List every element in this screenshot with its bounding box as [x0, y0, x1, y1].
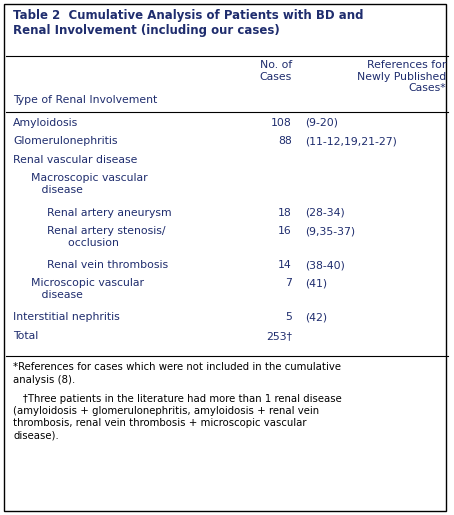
Text: †Three patients in the literature had more than 1 renal disease
(amyloidosis + g: †Three patients in the literature had mo… — [13, 393, 342, 441]
Text: Macroscopic vascular
   disease: Macroscopic vascular disease — [31, 174, 148, 195]
Text: 88: 88 — [278, 136, 292, 146]
Text: Renal artery stenosis/
      occlusion: Renal artery stenosis/ occlusion — [47, 226, 166, 248]
Text: (41): (41) — [305, 279, 327, 288]
Text: *References for cases which were not included in the cumulative
analysis (8).: *References for cases which were not inc… — [13, 363, 341, 385]
Text: Renal vein thrombosis: Renal vein thrombosis — [47, 260, 168, 270]
Text: 14: 14 — [278, 260, 292, 270]
Text: (28-34): (28-34) — [305, 208, 345, 217]
Text: Total: Total — [13, 331, 38, 341]
Text: (9-20): (9-20) — [305, 118, 338, 128]
Text: Interstitial nephritis: Interstitial nephritis — [13, 313, 120, 322]
Text: No. of
Cases: No. of Cases — [260, 60, 292, 81]
Text: 7: 7 — [285, 279, 292, 288]
Text: (9,35-37): (9,35-37) — [305, 226, 355, 236]
Text: (42): (42) — [305, 313, 327, 322]
Text: 18: 18 — [278, 208, 292, 217]
Text: (38-40): (38-40) — [305, 260, 345, 270]
Text: 16: 16 — [278, 226, 292, 236]
Text: 108: 108 — [271, 118, 292, 128]
Text: Type of Renal Involvement: Type of Renal Involvement — [13, 95, 157, 105]
Text: (11-12,19,21-27): (11-12,19,21-27) — [305, 136, 397, 146]
Text: Amyloidosis: Amyloidosis — [13, 118, 78, 128]
Text: Table 2  Cumulative Analysis of Patients with BD and
Renal Involvement (includin: Table 2 Cumulative Analysis of Patients … — [13, 9, 364, 37]
Text: References for
Newly Published
Cases*: References for Newly Published Cases* — [357, 60, 446, 93]
Text: 5: 5 — [285, 313, 292, 322]
Text: Microscopic vascular
   disease: Microscopic vascular disease — [31, 279, 144, 300]
Text: Renal artery aneurysm: Renal artery aneurysm — [47, 208, 172, 217]
Text: 253†: 253† — [266, 331, 292, 341]
Text: Glomerulonephritis: Glomerulonephritis — [13, 136, 118, 146]
Text: Renal vascular disease: Renal vascular disease — [13, 155, 138, 165]
